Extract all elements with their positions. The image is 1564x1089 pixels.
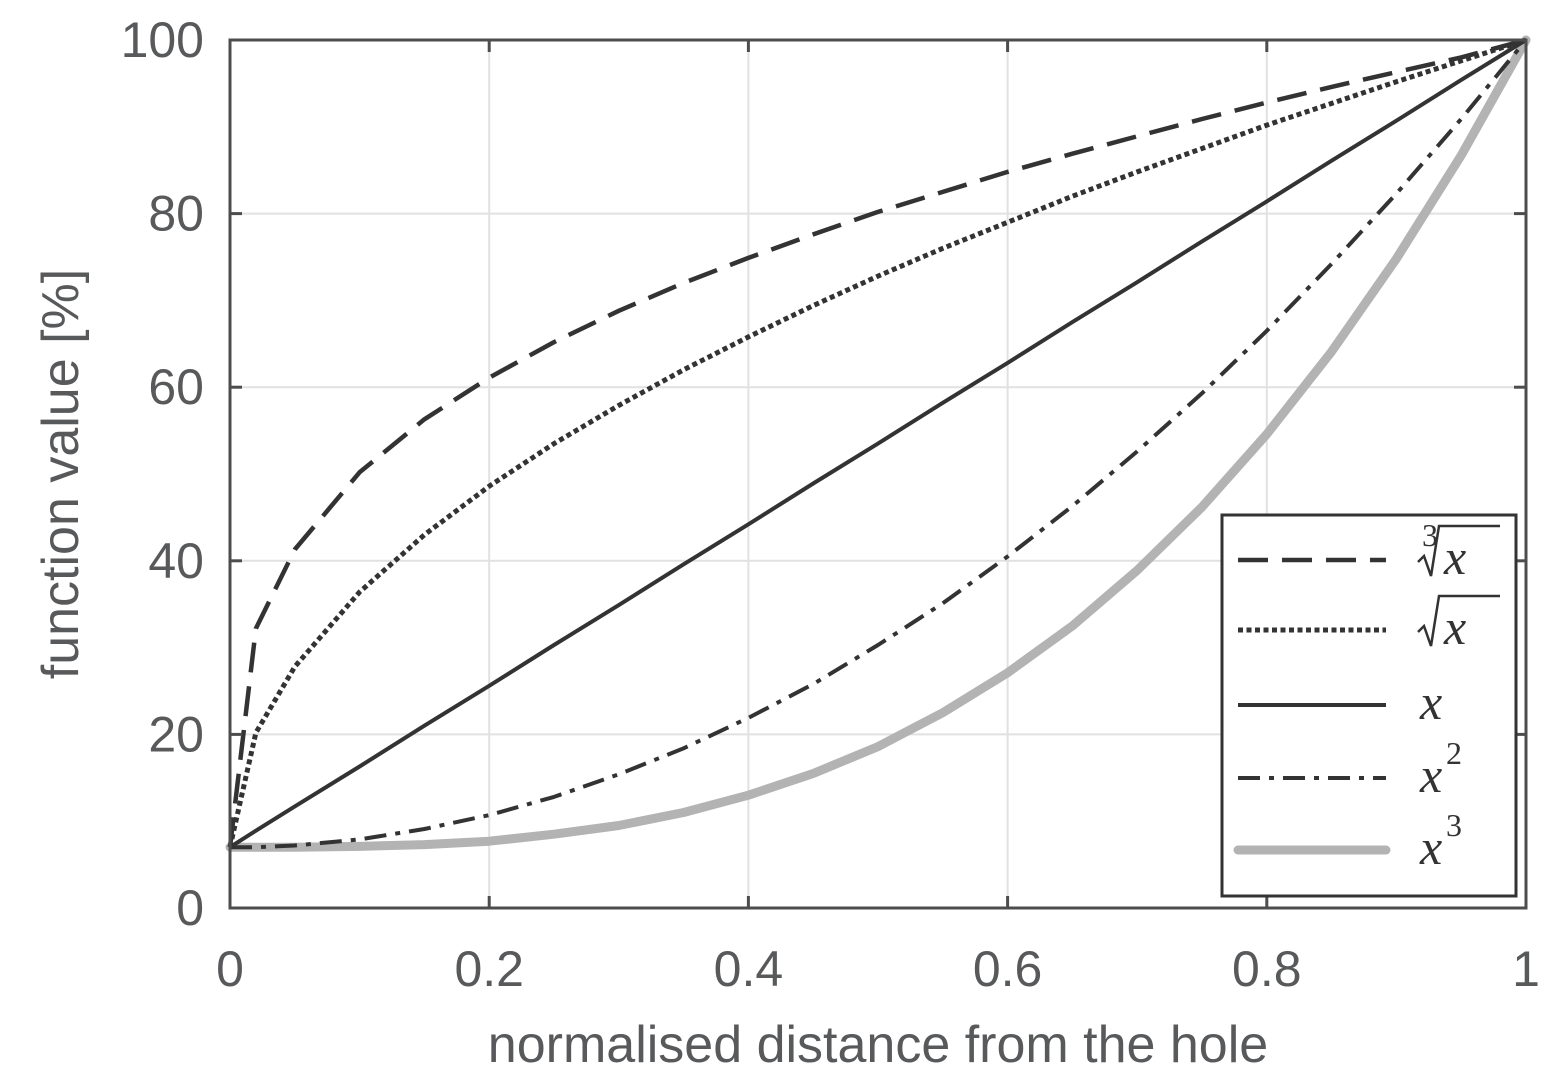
- series-layer: [225, 35, 1531, 852]
- y-tick-label: 40: [148, 533, 204, 589]
- x-tick-label: 0.4: [714, 941, 784, 997]
- y-tick-label: 80: [148, 186, 204, 242]
- series-line-sqrt: [227, 37, 1527, 848]
- legend-label-linear: x: [1419, 674, 1442, 730]
- x-axis-label: normalised distance from the hole: [488, 1016, 1268, 1074]
- x-tick-label: 0.8: [1232, 941, 1302, 997]
- y-tick-label: 20: [148, 706, 204, 762]
- series-line-cube: [225, 35, 1531, 852]
- x-tick-label: 1: [1512, 941, 1540, 997]
- radical-sign-icon: [1417, 594, 1500, 647]
- tick-marks: [228, 38, 1528, 910]
- legend-root-index: 3: [1422, 517, 1438, 553]
- legend-label-cbrt: x: [1443, 529, 1466, 585]
- plot-frame: [228, 38, 1528, 910]
- legend-label-cube: x: [1419, 819, 1442, 875]
- legend-label-sqrt: x: [1443, 599, 1466, 655]
- legend-label-square: x: [1419, 747, 1442, 803]
- series-line-square: [230, 38, 1528, 850]
- legend-superscript-cube: 3: [1446, 807, 1462, 843]
- legend-entry-linear: x: [1238, 674, 1442, 730]
- x-tick-label: 0: [216, 941, 244, 997]
- series-line-linear: [228, 38, 1528, 849]
- y-tick-label: 60: [148, 359, 204, 415]
- y-tick-label: 0: [176, 880, 204, 936]
- series-line-cbrt: [227, 37, 1527, 848]
- y-axis-label: function value [%]: [32, 269, 90, 679]
- x-tick-label: 0.6: [973, 941, 1043, 997]
- radical-sign-icon: [1417, 524, 1500, 577]
- legend-entry-sqrt: x: [1238, 594, 1500, 655]
- y-tick-label: 100: [121, 12, 204, 68]
- x-tick-label: 0.2: [454, 941, 524, 997]
- tick-labels: 0 0.2 0.4 0.6 0.8 1 0 20 40 60 80 100: [121, 12, 1540, 997]
- legend-superscript-square: 2: [1446, 735, 1462, 771]
